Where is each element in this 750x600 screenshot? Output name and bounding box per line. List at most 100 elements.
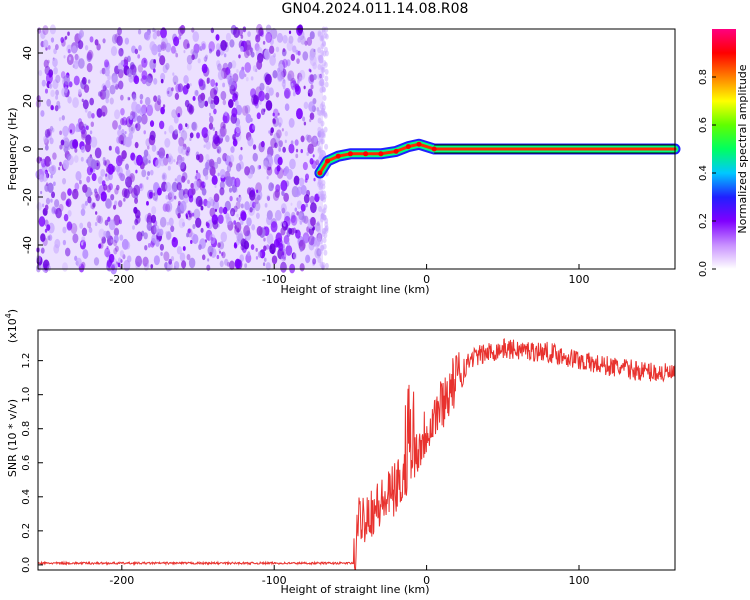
noise-blob <box>44 144 49 151</box>
noise-blob <box>227 61 233 69</box>
noise-blob <box>43 59 49 69</box>
noise-blob <box>236 213 239 218</box>
noise-blob <box>214 200 219 208</box>
noise-blob <box>146 200 149 206</box>
noise-blob <box>222 115 228 124</box>
noise-blob <box>132 94 137 101</box>
noise-blob <box>145 75 152 87</box>
noise-blob <box>192 31 200 43</box>
noise-blob <box>232 92 238 103</box>
noise-edge-blob <box>322 60 327 67</box>
noise-blob <box>113 247 118 255</box>
noise-blob <box>281 190 285 196</box>
noise-blob <box>75 42 79 48</box>
noise-blob <box>135 122 141 132</box>
noise-blob <box>217 214 224 225</box>
noise-blob <box>59 161 62 167</box>
noise-blob <box>284 166 290 174</box>
noise-blob <box>72 97 79 109</box>
noise-blob <box>278 147 282 152</box>
colorbar-tick-label: 0.0 <box>698 261 709 277</box>
noise-blob <box>234 91 239 99</box>
noise-blob <box>281 255 286 262</box>
noise-blob <box>216 156 222 165</box>
noise-blob <box>59 130 63 136</box>
noise-blob <box>186 232 190 238</box>
noise-blob <box>273 238 280 248</box>
snr-series-line <box>37 338 676 571</box>
noise-blob <box>146 104 154 117</box>
noise-blob <box>176 174 183 185</box>
noise-blob <box>111 33 119 44</box>
noise-blob <box>101 83 106 91</box>
noise-blob <box>175 52 179 58</box>
noise-blob <box>250 244 255 250</box>
noise-blob <box>46 182 49 187</box>
noise-blob <box>107 163 115 175</box>
signal-peak <box>416 141 422 147</box>
noise-blob <box>167 155 174 165</box>
noise-blob <box>194 89 199 97</box>
colorbar-tick-label: 0.2 <box>698 213 709 229</box>
noise-blob <box>151 234 157 243</box>
noise-edge-blob <box>322 86 327 93</box>
noise-blob <box>294 139 299 146</box>
noise-blob <box>161 37 168 49</box>
noise-blob <box>235 131 242 142</box>
noise-blob <box>77 40 84 50</box>
noise-blob <box>162 174 166 180</box>
noise-edge-blob <box>322 237 327 244</box>
x-tick-label: 0 <box>423 273 430 286</box>
noise-blob <box>82 99 89 110</box>
signal-peak <box>378 151 384 157</box>
noise-blob <box>265 262 271 271</box>
noise-blob <box>236 239 240 246</box>
noise-blob <box>276 129 282 139</box>
noise-edge-blob <box>318 179 323 186</box>
noise-blob <box>287 241 290 246</box>
noise-edge-blob <box>317 191 322 198</box>
noise-blob <box>277 140 283 149</box>
noise-blob <box>106 245 109 250</box>
noise-blob <box>88 227 93 234</box>
noise-blob <box>191 188 196 196</box>
noise-blob <box>121 238 129 250</box>
noise-blob <box>295 153 299 159</box>
noise-blob <box>40 158 47 168</box>
noise-blob <box>247 31 251 37</box>
noise-blob <box>305 134 310 141</box>
noise-blob <box>117 65 121 70</box>
noise-blob <box>71 45 77 54</box>
noise-blob <box>53 48 57 55</box>
noise-blob <box>129 114 133 121</box>
noise-blob <box>256 60 263 70</box>
noise-blob <box>251 94 258 105</box>
noise-blob <box>153 192 156 197</box>
noise-blob <box>62 125 69 137</box>
noise-blob <box>149 104 153 110</box>
noise-blob <box>206 130 211 136</box>
noise-blob <box>281 207 286 214</box>
noise-blob <box>107 74 111 81</box>
noise-blob <box>134 209 141 219</box>
noise-blob <box>165 203 171 212</box>
noise-blob <box>280 180 288 192</box>
noise-blob <box>306 36 313 46</box>
noise-blob <box>73 60 79 70</box>
noise-blob <box>63 74 71 86</box>
noise-blob <box>290 202 293 206</box>
noise-blob <box>94 222 98 227</box>
noise-blob <box>187 179 190 185</box>
noise-blob <box>289 158 296 170</box>
noise-blob <box>170 225 175 233</box>
noise-blob <box>213 161 219 170</box>
noise-blob <box>208 115 214 124</box>
noise-blob <box>70 223 78 235</box>
noise-blob <box>83 84 90 93</box>
noise-blob <box>309 54 317 67</box>
noise-blob <box>60 191 67 201</box>
noise-blob <box>143 59 146 64</box>
noise-blob <box>272 118 276 125</box>
noise-blob <box>158 147 166 159</box>
noise-blob <box>49 125 54 132</box>
